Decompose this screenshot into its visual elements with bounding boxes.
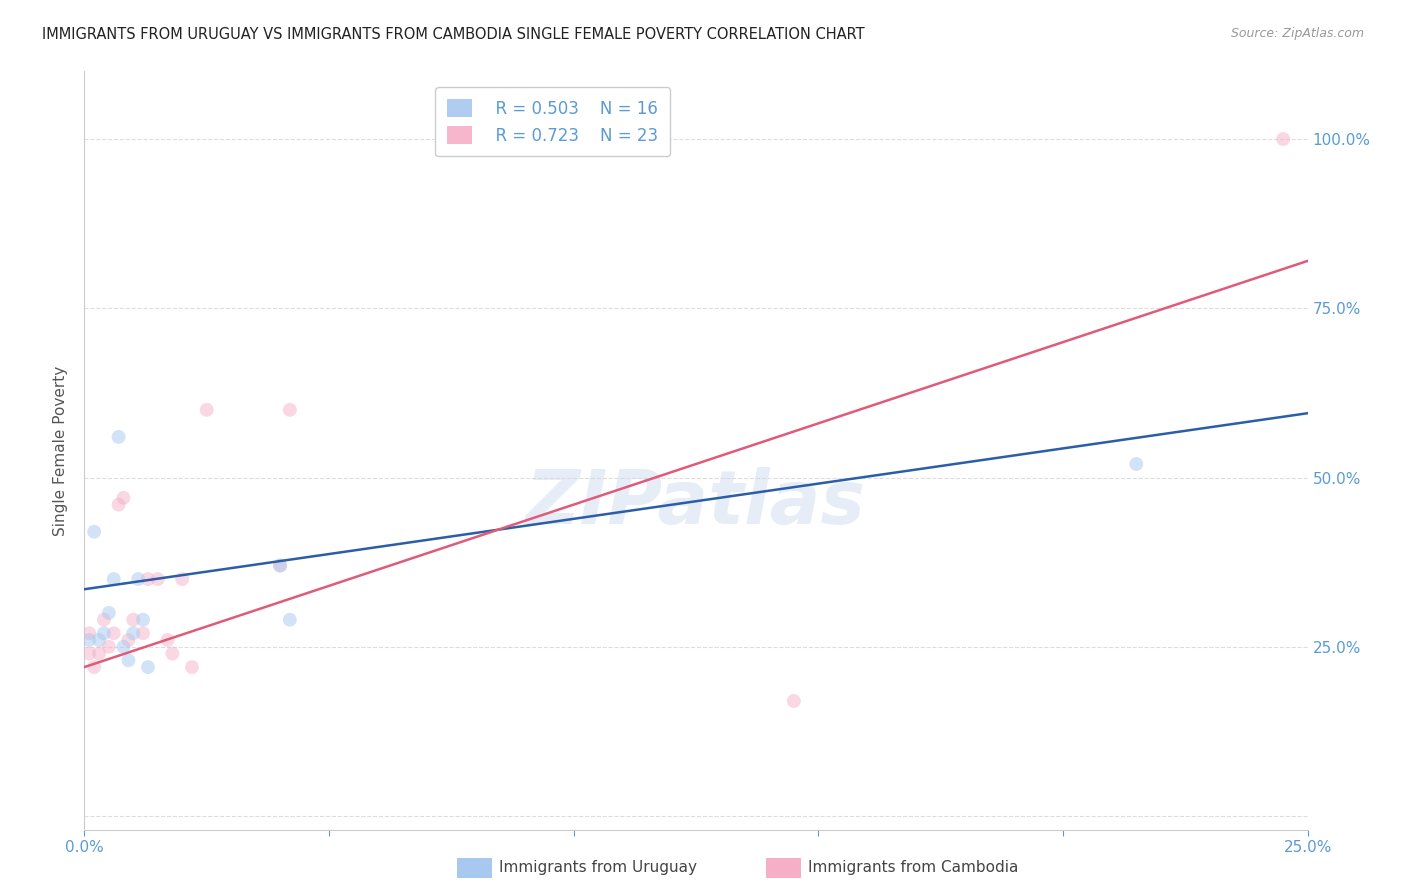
Point bbox=[77, 626, 100, 640]
Point bbox=[93, 613, 115, 627]
Point bbox=[136, 660, 159, 674]
Point bbox=[83, 660, 105, 674]
Point bbox=[122, 626, 145, 640]
Text: Immigrants from Uruguay: Immigrants from Uruguay bbox=[499, 861, 697, 875]
Point bbox=[103, 626, 125, 640]
Point bbox=[112, 640, 135, 654]
Point bbox=[132, 613, 155, 627]
Text: Immigrants from Cambodia: Immigrants from Cambodia bbox=[808, 861, 1019, 875]
Point bbox=[112, 491, 135, 505]
Point bbox=[195, 402, 218, 417]
Legend:   R = 0.503    N = 16,   R = 0.723    N = 23: R = 0.503 N = 16, R = 0.723 N = 23 bbox=[436, 87, 671, 156]
Point bbox=[132, 626, 155, 640]
Point bbox=[117, 633, 139, 648]
Point bbox=[117, 653, 139, 667]
Point bbox=[181, 660, 204, 674]
Point bbox=[103, 572, 125, 586]
Point bbox=[87, 633, 110, 648]
Point bbox=[107, 498, 129, 512]
Point bbox=[269, 558, 291, 573]
Point bbox=[127, 572, 149, 586]
Point bbox=[77, 647, 100, 661]
Point bbox=[278, 402, 301, 417]
Point bbox=[172, 572, 194, 586]
Point bbox=[93, 626, 115, 640]
Point bbox=[269, 558, 291, 573]
Y-axis label: Single Female Poverty: Single Female Poverty bbox=[53, 366, 69, 535]
Point bbox=[107, 430, 129, 444]
Text: ZIPatlas: ZIPatlas bbox=[526, 467, 866, 540]
Point bbox=[87, 647, 110, 661]
Point bbox=[278, 613, 301, 627]
Point bbox=[97, 640, 120, 654]
Text: Source: ZipAtlas.com: Source: ZipAtlas.com bbox=[1230, 27, 1364, 40]
Point bbox=[156, 633, 179, 648]
Point bbox=[1125, 457, 1147, 471]
Point bbox=[146, 572, 169, 586]
Point bbox=[77, 633, 100, 648]
Point bbox=[162, 647, 184, 661]
Point bbox=[136, 572, 159, 586]
Text: IMMIGRANTS FROM URUGUAY VS IMMIGRANTS FROM CAMBODIA SINGLE FEMALE POVERTY CORREL: IMMIGRANTS FROM URUGUAY VS IMMIGRANTS FR… bbox=[42, 27, 865, 42]
Point bbox=[83, 524, 105, 539]
Point bbox=[97, 606, 120, 620]
Point bbox=[1272, 132, 1295, 146]
Point bbox=[122, 613, 145, 627]
Point bbox=[783, 694, 806, 708]
